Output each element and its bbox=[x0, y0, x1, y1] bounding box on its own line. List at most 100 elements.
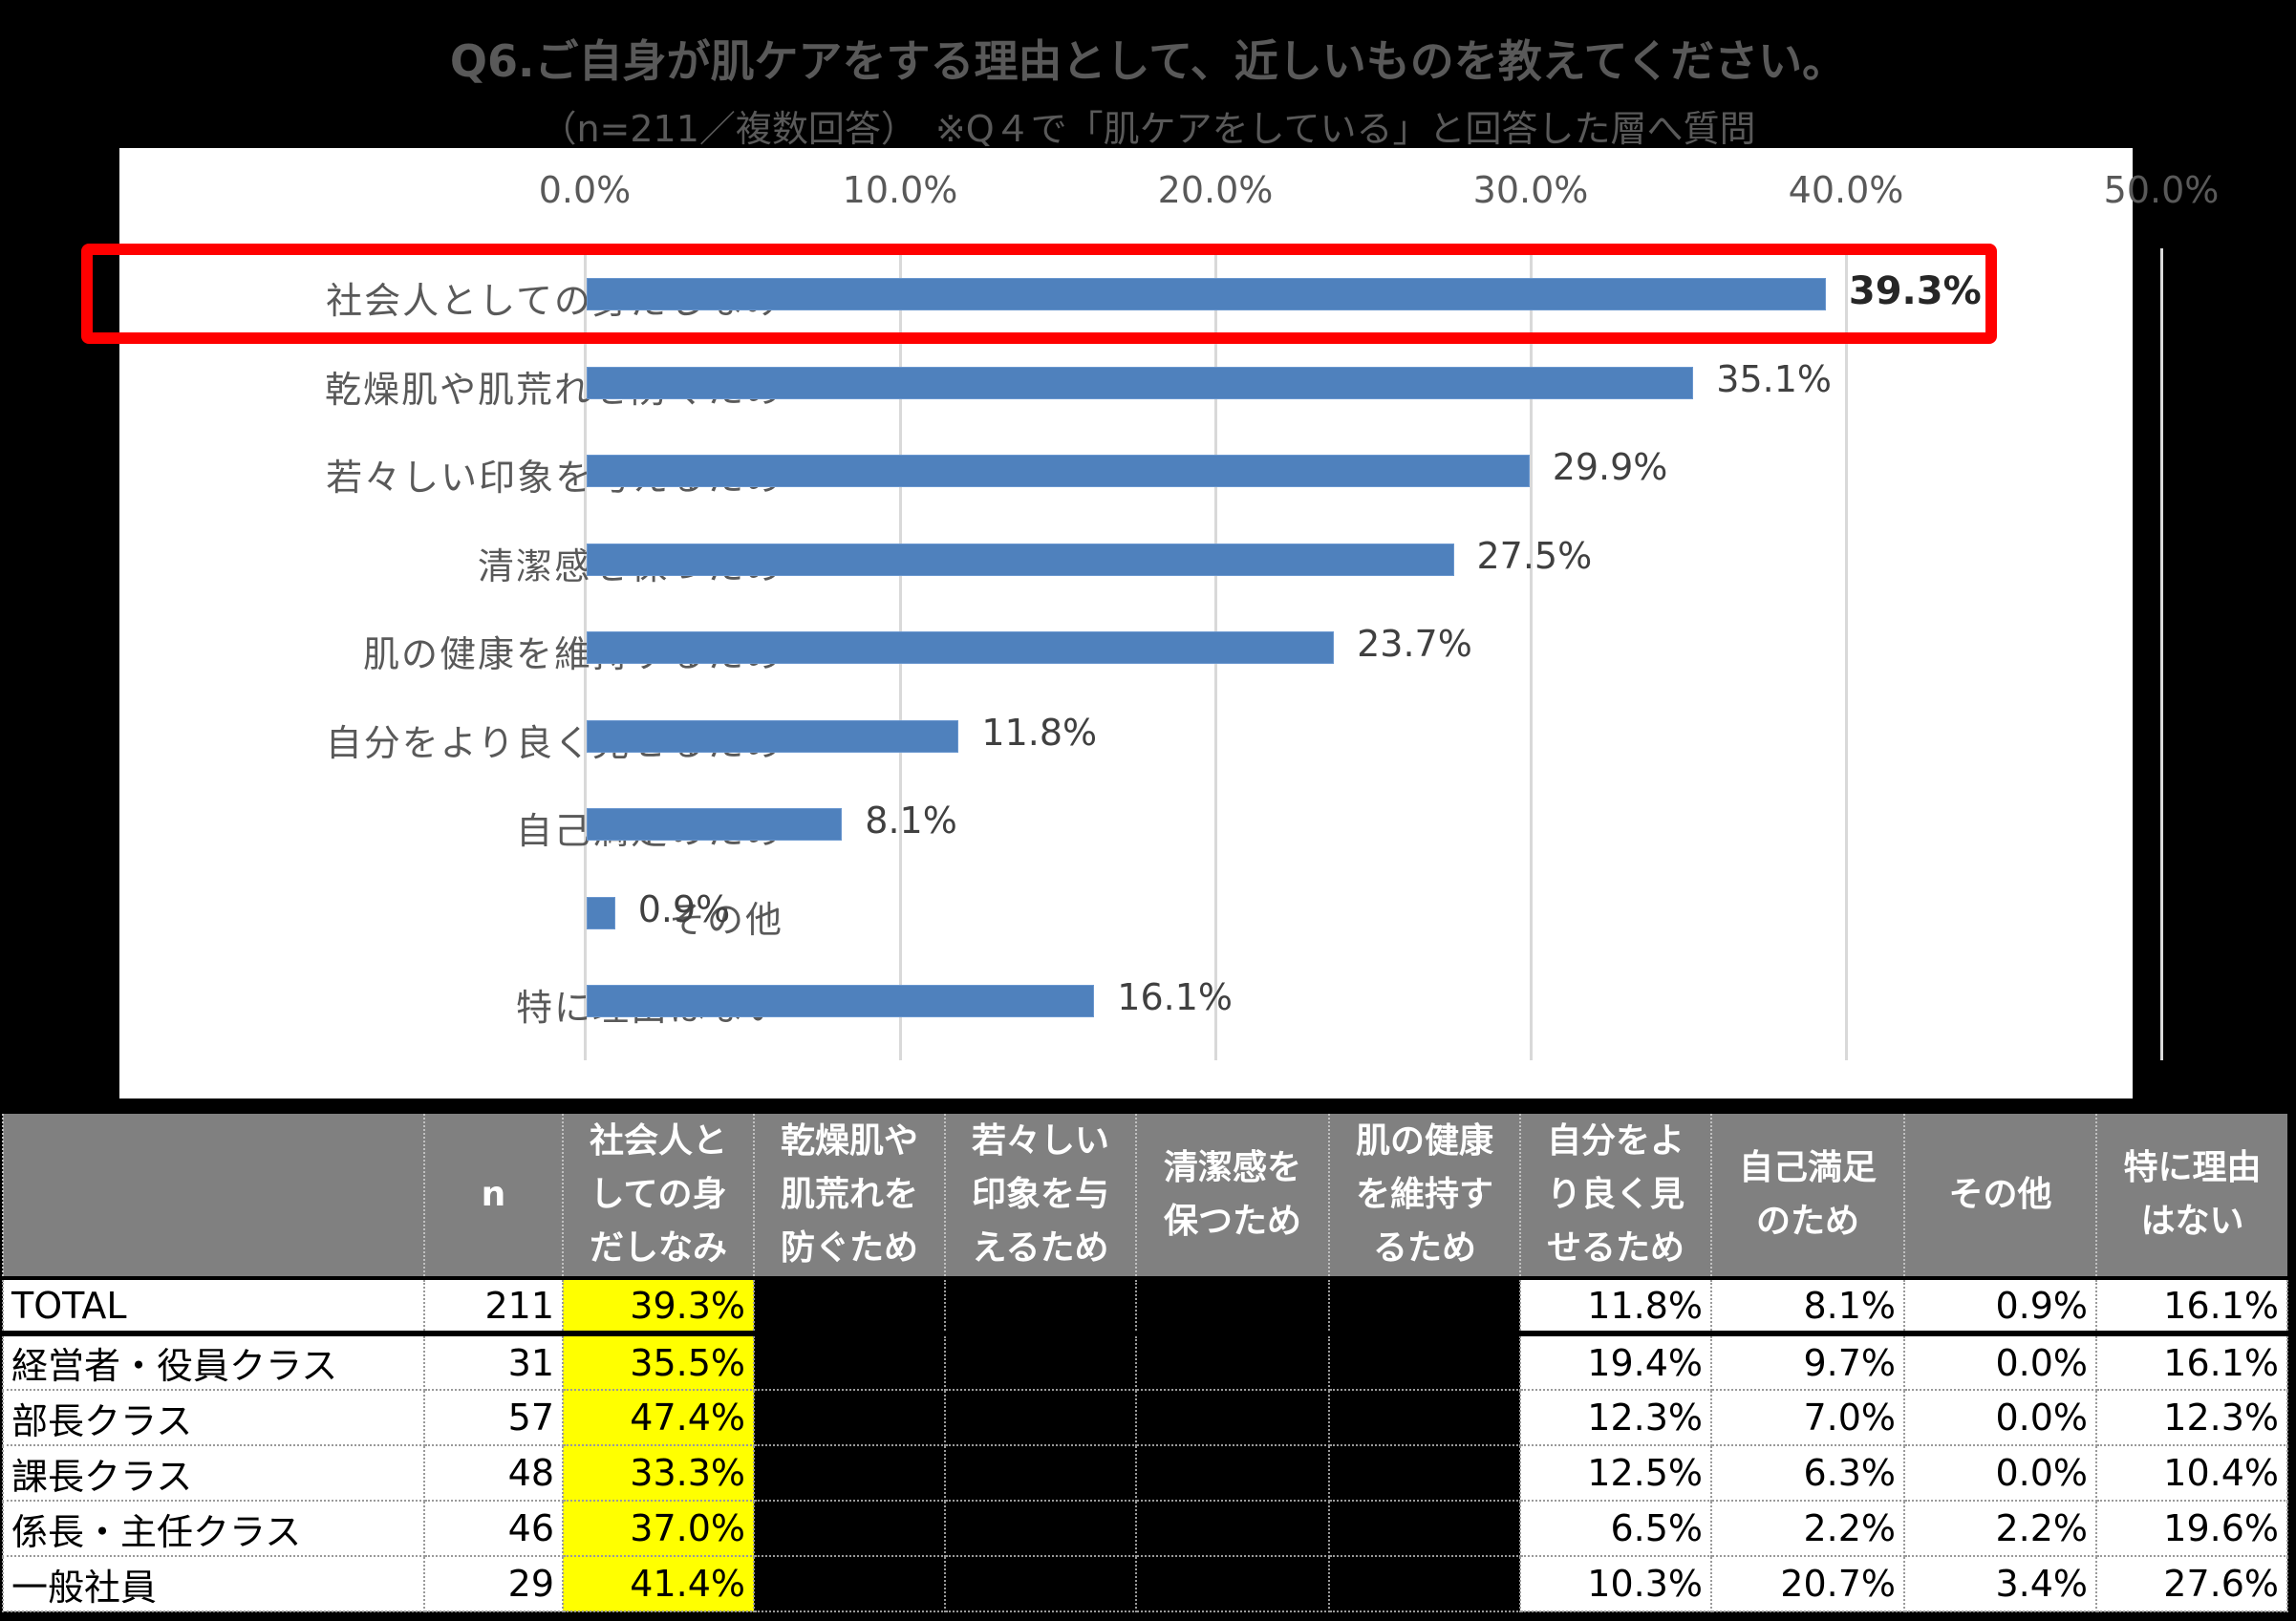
masked-cell bbox=[1135, 1276, 1330, 1336]
gridline bbox=[1845, 248, 1848, 1060]
table-cell: 6.3% bbox=[1710, 1444, 1905, 1502]
bar-value-label: 29.9% bbox=[1552, 446, 1668, 488]
table-cell: 6.5% bbox=[1519, 1500, 1712, 1557]
masked-cell bbox=[753, 1444, 946, 1502]
bar-chart: 0.0% 10.0% 20.0% 30.0% 40.0% 50.0% 社会人としての身だしな… bbox=[119, 148, 2219, 1098]
table-row: 経営者・役員クラス 31 35.5% 19.4% 9.7% 0.0% 16.1% bbox=[2, 1333, 2288, 1391]
x-tick-label: 0.0% bbox=[538, 169, 632, 211]
table-cell: 16.1% bbox=[2095, 1276, 2288, 1336]
table-cell: 37.0% bbox=[562, 1500, 755, 1557]
x-tick-label: 40.0% bbox=[1788, 169, 1904, 211]
bar bbox=[587, 278, 1826, 310]
table-cell: 0.0% bbox=[1903, 1389, 2097, 1446]
masked-cell bbox=[1135, 1444, 1330, 1502]
bar bbox=[587, 808, 843, 841]
x-tick-label: 50.0% bbox=[2103, 169, 2220, 211]
x-tick-label: 10.0% bbox=[842, 169, 958, 211]
masked-cell bbox=[753, 1500, 946, 1557]
category-label: その他 bbox=[668, 898, 783, 941]
bar bbox=[587, 366, 1694, 399]
table-row: TOTAL 211 39.3% 11.8% 8.1% 0.9% 16.1% bbox=[2, 1276, 2288, 1336]
masked-cell bbox=[1135, 1389, 1330, 1446]
x-tick-label: 30.0% bbox=[1472, 169, 1589, 211]
column-header: 社会人と しての身 だしなみ bbox=[562, 1114, 754, 1278]
column-header: n bbox=[423, 1114, 563, 1278]
table-cell: 12.5% bbox=[1519, 1444, 1712, 1502]
table-cell: 33.3% bbox=[562, 1444, 755, 1502]
table-cell: 0.0% bbox=[1903, 1444, 2097, 1502]
chart-title: Q6.ご自身が肌ケアをする理由として、近しいものを教えてください。 bbox=[449, 35, 1847, 87]
column-header: 肌の健康 を維持す るため bbox=[1328, 1114, 1520, 1278]
table-row: 一般社員 29 41.4% 10.3% 20.7% 3.4% 27.6% bbox=[2, 1555, 2288, 1612]
bar-value-label: 35.1% bbox=[1716, 357, 1833, 400]
masked-cell bbox=[1328, 1276, 1521, 1336]
table-cell: 一般社員 bbox=[2, 1555, 425, 1612]
table-cell: 39.3% bbox=[562, 1276, 755, 1336]
column-header bbox=[2, 1114, 424, 1278]
bar-value-label: 0.9% bbox=[637, 887, 731, 930]
bar bbox=[587, 631, 1335, 664]
masked-cell bbox=[1328, 1555, 1521, 1612]
table-cell: 10.3% bbox=[1519, 1555, 1712, 1612]
column-header: その他 bbox=[1903, 1114, 2096, 1278]
bar bbox=[587, 719, 959, 753]
table-cell: 11.8% bbox=[1519, 1276, 1712, 1336]
table-cell: 48 bbox=[423, 1444, 564, 1502]
gridline bbox=[584, 248, 587, 1060]
crosstab-table: n 社会人と しての身 だしなみ 乾燥肌や 肌荒れを 防ぐため 若々しい 印象を与 えるため 清潔感… bbox=[2, 1114, 2288, 1612]
bar-value-label: 16.1% bbox=[1117, 976, 1234, 1018]
masked-cell bbox=[1328, 1333, 1521, 1391]
bar-value-label: 27.5% bbox=[1476, 534, 1593, 577]
masked-cell bbox=[753, 1276, 946, 1336]
column-header: 特に理由 はない bbox=[2095, 1114, 2287, 1278]
masked-cell bbox=[753, 1333, 946, 1391]
table-cell: 35.5% bbox=[562, 1333, 755, 1391]
masked-cell bbox=[1328, 1389, 1521, 1446]
masked-cell bbox=[1135, 1333, 1330, 1391]
bar bbox=[587, 543, 1454, 576]
masked-cell bbox=[944, 1444, 1137, 1502]
table-cell: 29 bbox=[423, 1555, 564, 1612]
bar-value-label: 39.3% bbox=[1848, 269, 1982, 313]
bar-value-label: 11.8% bbox=[981, 711, 1098, 754]
masked-cell bbox=[1328, 1444, 1521, 1502]
table-row: 部長クラス 57 47.4% 12.3% 7.0% 0.0% 12.3% bbox=[2, 1389, 2288, 1446]
table-cell: 9.7% bbox=[1710, 1333, 1905, 1391]
column-header: 自分をよ り良く見 せるため bbox=[1519, 1114, 1711, 1278]
column-header: 乾燥肌や 肌荒れを 防ぐため bbox=[753, 1114, 945, 1278]
masked-cell bbox=[1135, 1555, 1330, 1612]
masked-cell bbox=[1328, 1500, 1521, 1557]
table-cell: 12.3% bbox=[1519, 1389, 1712, 1446]
highlight-box bbox=[81, 244, 1997, 344]
masked-cell bbox=[944, 1555, 1137, 1612]
masked-cell bbox=[944, 1389, 1137, 1446]
table-cell: TOTAL bbox=[2, 1276, 425, 1336]
masked-cell bbox=[944, 1276, 1137, 1336]
table-cell: 7.0% bbox=[1710, 1389, 1905, 1446]
bar-value-label: 23.7% bbox=[1357, 623, 1472, 665]
table-cell: 2.2% bbox=[1903, 1500, 2097, 1557]
gridline bbox=[2160, 248, 2163, 1060]
table-cell: 0.0% bbox=[1903, 1333, 2097, 1391]
table-cell: 57 bbox=[423, 1389, 564, 1446]
table-cell: 20.7% bbox=[1710, 1555, 1905, 1612]
table-cell: 41.4% bbox=[562, 1555, 755, 1612]
table-row: 係長・主任クラス 46 37.0% 6.5% 2.2% 2.2% 19.6% bbox=[2, 1500, 2288, 1557]
table-cell: 2.2% bbox=[1710, 1500, 1905, 1557]
table-cell: 27.6% bbox=[2095, 1555, 2288, 1612]
table-row: 課長クラス 48 33.3% 12.5% 6.3% 0.0% 10.4% bbox=[2, 1444, 2288, 1502]
table-cell: 0.9% bbox=[1903, 1276, 2097, 1336]
table-cell: 19.6% bbox=[2095, 1500, 2288, 1557]
column-header: 清潔感を 保つため bbox=[1135, 1114, 1329, 1278]
bar bbox=[587, 896, 615, 929]
bar-value-label: 8.1% bbox=[865, 800, 957, 842]
table-cell: 3.4% bbox=[1903, 1555, 2097, 1612]
table-cell: 16.1% bbox=[2095, 1333, 2288, 1391]
masked-cell bbox=[944, 1333, 1137, 1391]
bar bbox=[587, 985, 1095, 1017]
table-cell: 46 bbox=[423, 1500, 564, 1557]
masked-cell bbox=[1135, 1500, 1330, 1557]
table-cell: 47.4% bbox=[562, 1389, 755, 1446]
masked-cell bbox=[944, 1500, 1137, 1557]
table-cell: 31 bbox=[423, 1333, 564, 1391]
